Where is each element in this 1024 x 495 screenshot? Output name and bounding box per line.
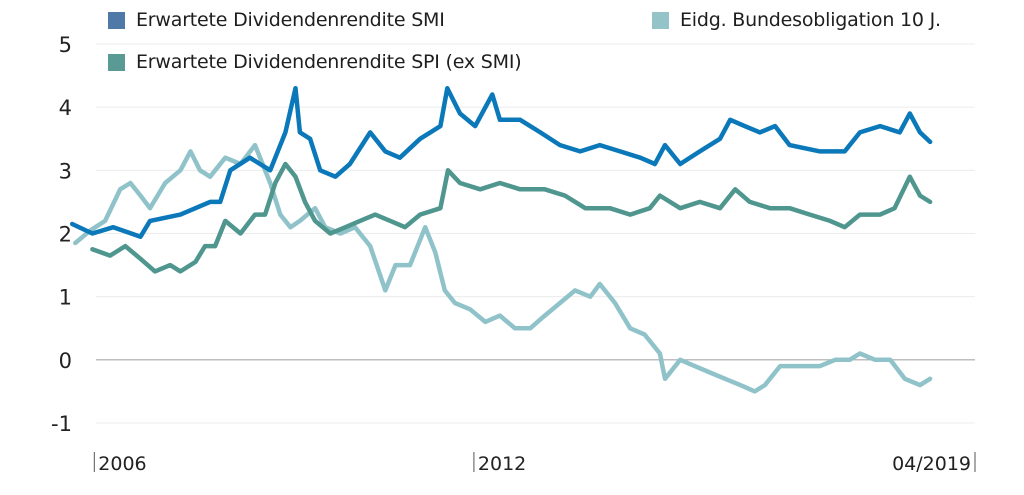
y-tick-label: 0: [59, 349, 72, 373]
legend-label-bund: Eidg. Bundesobligation 10 J.: [680, 9, 941, 31]
y-tick-label: 3: [59, 159, 72, 183]
series-line-2: [90, 161, 933, 274]
x-tick-label: 2006: [98, 453, 146, 475]
series-lines: [69, 85, 933, 394]
legend-item-bund: Eidg. Bundesobligation 10 J.: [652, 9, 941, 31]
series-line-1: [73, 142, 933, 394]
y-axis-ticks: -1 0 1 2 3 4 5: [51, 33, 72, 436]
x-axis-ticks: 2006 2012 04/2019: [93, 452, 976, 475]
legend-swatch-spi: [108, 53, 125, 71]
legend-label-spi: Erwartete Dividendenrendite SPI (ex SMI): [136, 51, 522, 73]
series-line-0: [69, 85, 933, 239]
legend-swatch-smi: [108, 11, 125, 29]
grid-lines: [96, 43, 975, 424]
y-tick-label: 1: [59, 286, 72, 310]
x-tick-label: 04/2019: [892, 453, 971, 475]
y-tick-label: 2: [59, 223, 72, 247]
legend-swatch-bund: [652, 11, 669, 29]
legend-label-smi: Erwartete Dividendenrendite SMI: [136, 9, 445, 31]
y-tick-label: -1: [51, 412, 72, 436]
legend-item-spi: Erwartete Dividendenrendite SPI (ex SMI): [108, 51, 522, 73]
y-tick-label: 5: [59, 33, 72, 57]
y-tick-label: 4: [59, 96, 72, 120]
legend-item-smi: Erwartete Dividendenrendite SMI: [108, 9, 445, 31]
x-tick-label: 2012: [478, 453, 526, 475]
